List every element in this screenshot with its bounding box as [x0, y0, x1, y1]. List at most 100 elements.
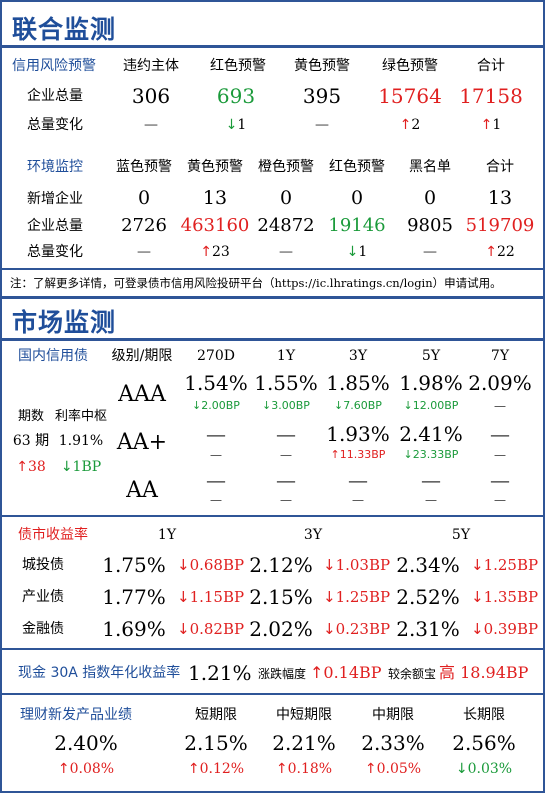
env-header: 橙色预警: [258, 159, 314, 175]
yield-value: —: [206, 422, 226, 446]
down-arrow-icon: ↓: [471, 556, 484, 574]
env-new-value: 13: [202, 187, 228, 209]
credit-total-value: 15764: [378, 84, 442, 108]
env-monitor-label: 环境监控: [27, 159, 83, 175]
env-total-value: 519709: [465, 215, 535, 236]
down-arrow-icon: ↓: [177, 556, 190, 574]
bond-yield-change: ↓1.25BP: [471, 556, 539, 574]
bp-change: ↓23.33BP: [403, 448, 459, 461]
bp-change: —: [280, 493, 292, 507]
down-arrow-icon: ↓: [323, 620, 336, 638]
credit-risk-label: 信用风险预警: [12, 58, 96, 74]
wealth-term-change: ↑0.18%: [275, 761, 333, 777]
divider: [2, 296, 543, 299]
term-header: 270D: [197, 348, 235, 364]
bond-yield-change: ↓1.03BP: [323, 556, 391, 574]
credit-total-value: 17158: [459, 84, 523, 108]
bond-yield-change: ↓0.23BP: [323, 620, 391, 638]
bond-yield-label: 债市收益率: [18, 527, 88, 543]
bp-change: ↓3.00BP: [262, 399, 310, 412]
credit-change: —: [144, 117, 158, 133]
wealth-term-value: 2.15%: [184, 731, 248, 755]
yield-value: —: [206, 468, 226, 492]
up-arrow-icon: ↑: [57, 761, 70, 777]
term-header: 1Y: [276, 348, 296, 364]
credit-header: 绿色预警: [382, 58, 438, 74]
down-arrow-icon: ↓: [177, 620, 190, 638]
env-total-value: 24872: [257, 215, 315, 236]
down-arrow-icon: ↓: [323, 556, 336, 574]
divider: [2, 693, 543, 695]
bp-change: ↓7.60BP: [334, 399, 382, 412]
bond-yield-change: ↓0.39BP: [471, 620, 539, 638]
grade-label: AA: [126, 478, 158, 503]
bond-yield-value: 1.69%: [102, 617, 166, 641]
rate-center-value: 1.91%: [58, 433, 104, 449]
divider: [2, 515, 543, 517]
env-new-value: 0: [350, 187, 364, 209]
down-arrow-icon: ↓: [262, 399, 272, 412]
yuebao-compare-label: 较余额宝: [388, 667, 437, 681]
term-header: 3Y: [348, 348, 368, 364]
bp-change: —: [352, 493, 364, 507]
wealth-term-change: ↓0.03%: [455, 761, 513, 777]
down-arrow-icon: ↓: [471, 588, 484, 606]
credit-change: ↓1: [225, 117, 247, 133]
down-arrow-icon: ↓: [334, 399, 344, 412]
rate-center-change: ↓1BP: [60, 459, 102, 475]
credit-change-label: 总量变化: [27, 117, 83, 133]
divider: [2, 648, 543, 650]
yield-value: —: [490, 422, 510, 446]
wealth-product-label: 理财新发产品业绩: [20, 707, 132, 723]
header-rule: [2, 45, 543, 48]
env-change: ↑23: [200, 244, 230, 260]
env-total-value: 2726: [121, 215, 167, 236]
env-header: 合计: [486, 159, 514, 175]
bond-yield-change: ↓1.25BP: [323, 588, 391, 606]
bp-change: —: [494, 493, 506, 507]
joint-title: 联合监测: [12, 15, 117, 44]
grade-term-header: 级别/期限: [111, 348, 173, 364]
cash-index-label: 现金 30A 指数年化收益率: [18, 665, 181, 681]
bond-yield-value: 2.15%: [249, 585, 313, 609]
credit-total-value: 395: [302, 84, 342, 108]
bp-change: ↓2.00BP: [192, 399, 240, 412]
env-change: ↑22: [485, 244, 515, 260]
wealth-term-value: 2.33%: [361, 731, 425, 755]
periods-label: 期数: [17, 409, 45, 424]
yuebao-compare: 高 18.94BP: [439, 663, 529, 682]
bond-yield-value: 2.02%: [249, 617, 313, 641]
yield-value: 1.85%: [326, 371, 390, 395]
down-arrow-icon: ↓: [225, 117, 238, 133]
down-arrow-icon: ↓: [346, 244, 359, 260]
credit-total-label: 企业总量: [27, 88, 83, 104]
yield-value: 1.98%: [399, 371, 463, 395]
wealth-term-value: 2.56%: [452, 731, 516, 755]
up-arrow-icon: ↑: [480, 117, 493, 133]
rate-center-label: 利率中枢: [54, 409, 108, 424]
bp-change: —: [280, 448, 292, 462]
down-arrow-icon: ↓: [177, 588, 190, 606]
down-arrow-icon: ↓: [60, 459, 73, 475]
yield-term-header: 1Y: [157, 527, 177, 543]
bond-yield-value: 2.12%: [249, 553, 313, 577]
wealth-term-header: 短期限: [195, 707, 237, 723]
term-header: 5Y: [421, 348, 441, 364]
credit-total-value: 306: [131, 84, 171, 108]
env-total-value: 9805: [407, 215, 453, 236]
env-new-value: 0: [279, 187, 293, 209]
credit-change: ↑1: [480, 117, 502, 133]
wealth-term-change: ↑0.12%: [187, 761, 245, 777]
bond-type-label: 产业债: [22, 589, 64, 605]
env-header: 红色预警: [329, 159, 385, 175]
env-new-label: 新增企业: [27, 191, 83, 207]
term-header: 7Y: [490, 348, 510, 364]
wealth-term-header: 中短期限: [276, 707, 332, 723]
up-arrow-icon: ↑: [187, 761, 200, 777]
credit-change: ↑2: [399, 117, 421, 133]
yield-value: 1.93%: [326, 422, 390, 446]
note-text: 注：了解更多详情，可登录债市信用风险投研平台（https://ic.lhrati…: [10, 276, 502, 290]
market-title: 市场监测: [12, 308, 117, 337]
down-arrow-icon: ↓: [403, 399, 413, 412]
